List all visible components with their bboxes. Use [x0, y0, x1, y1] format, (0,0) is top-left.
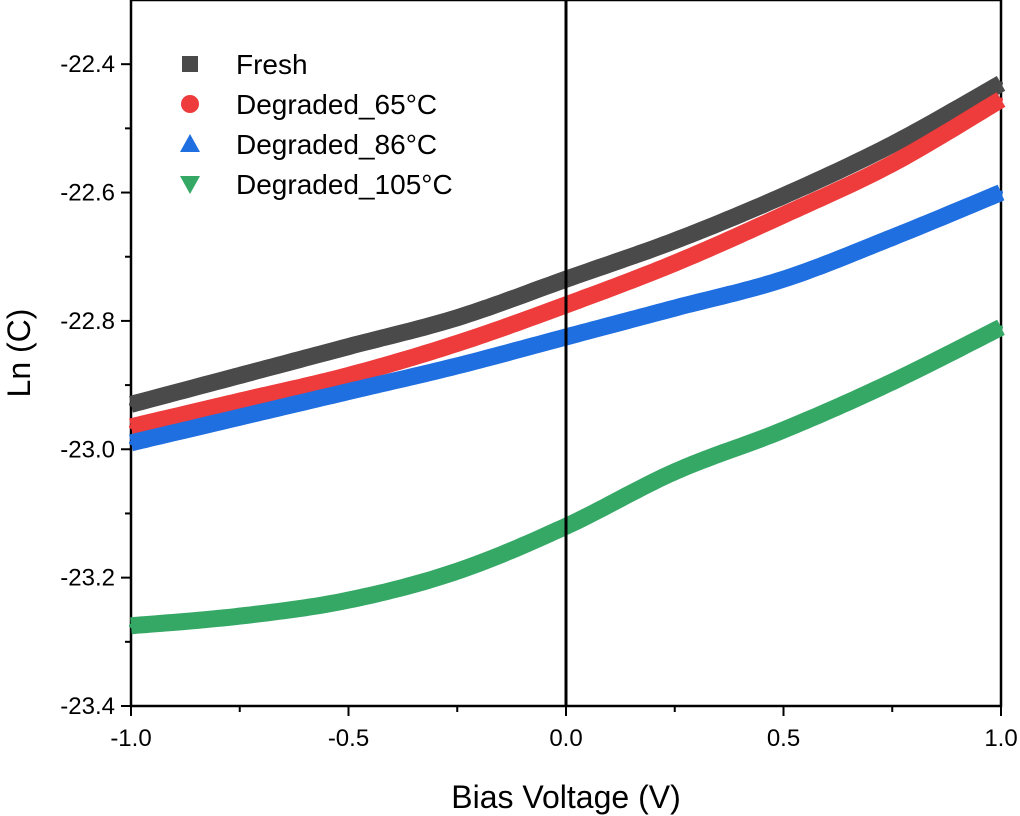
legend: Fresh Degraded_65°C Degraded_86°C Degraded_…	[180, 49, 453, 200]
y-tick-label: -23.2	[60, 565, 115, 592]
y-axis-title: Ln (C)	[1, 309, 37, 398]
data-point	[455, 569, 460, 574]
data-point	[129, 402, 133, 407]
data-point	[781, 193, 786, 198]
data-point	[890, 235, 895, 240]
legend-marker-triangle-down-icon	[180, 176, 200, 194]
y-tick-label: -22.4	[60, 51, 115, 78]
y-tick-label: -22.6	[60, 180, 115, 207]
data-point	[999, 190, 1003, 195]
legend-marker-triangle-up-icon	[180, 134, 200, 152]
data-point	[999, 325, 1003, 330]
data-point	[890, 142, 895, 147]
data-point	[672, 306, 677, 311]
legend-marker-square-icon	[182, 56, 198, 72]
y-tick-label: -23.0	[60, 436, 115, 463]
legend-label: Degraded_86°C	[236, 129, 437, 160]
data-point	[129, 424, 133, 429]
y-tick-label: -22.8	[60, 308, 115, 335]
data-point	[781, 213, 786, 218]
data-point	[781, 277, 786, 282]
x-tick-label: 0.5	[767, 725, 800, 752]
data-point	[999, 97, 1003, 102]
data-point	[346, 373, 351, 378]
data-point	[237, 399, 242, 404]
data-point	[672, 238, 677, 243]
data-point	[237, 373, 242, 378]
x-tick-label: 1.0	[984, 725, 1017, 752]
data-point	[346, 344, 351, 349]
data-point	[455, 341, 460, 346]
data-point	[890, 161, 895, 166]
data-point	[237, 415, 242, 420]
legend-marker-circle-icon	[181, 95, 199, 113]
x-tick-label: -1.0	[110, 725, 151, 752]
data-point	[346, 389, 351, 394]
y-tick-label: -23.4	[60, 693, 115, 720]
x-axis-title: Bias Voltage (V)	[451, 779, 680, 815]
data-point	[129, 440, 133, 445]
legend-label: Fresh	[236, 49, 308, 80]
data-point	[672, 469, 677, 474]
data-point	[672, 261, 677, 266]
data-point	[781, 428, 786, 433]
x-tick-label: 0.0	[549, 725, 582, 752]
data-point	[455, 315, 460, 320]
data-point	[129, 623, 133, 628]
legend-label: Degraded_65°C	[236, 89, 437, 120]
x-tick-label: -0.5	[328, 725, 369, 752]
data-point	[237, 614, 242, 619]
data-point	[890, 379, 895, 384]
data-point	[999, 81, 1003, 86]
x-axis: -1.0 -0.5 0.0 0.5 1.0	[110, 706, 1018, 752]
y-axis: -23.4 -23.2 -23.0 -22.8 -22.6 -22.4	[60, 51, 131, 720]
data-point	[346, 598, 351, 603]
legend-label: Degraded_105°C	[236, 169, 453, 200]
data-point	[455, 363, 460, 368]
